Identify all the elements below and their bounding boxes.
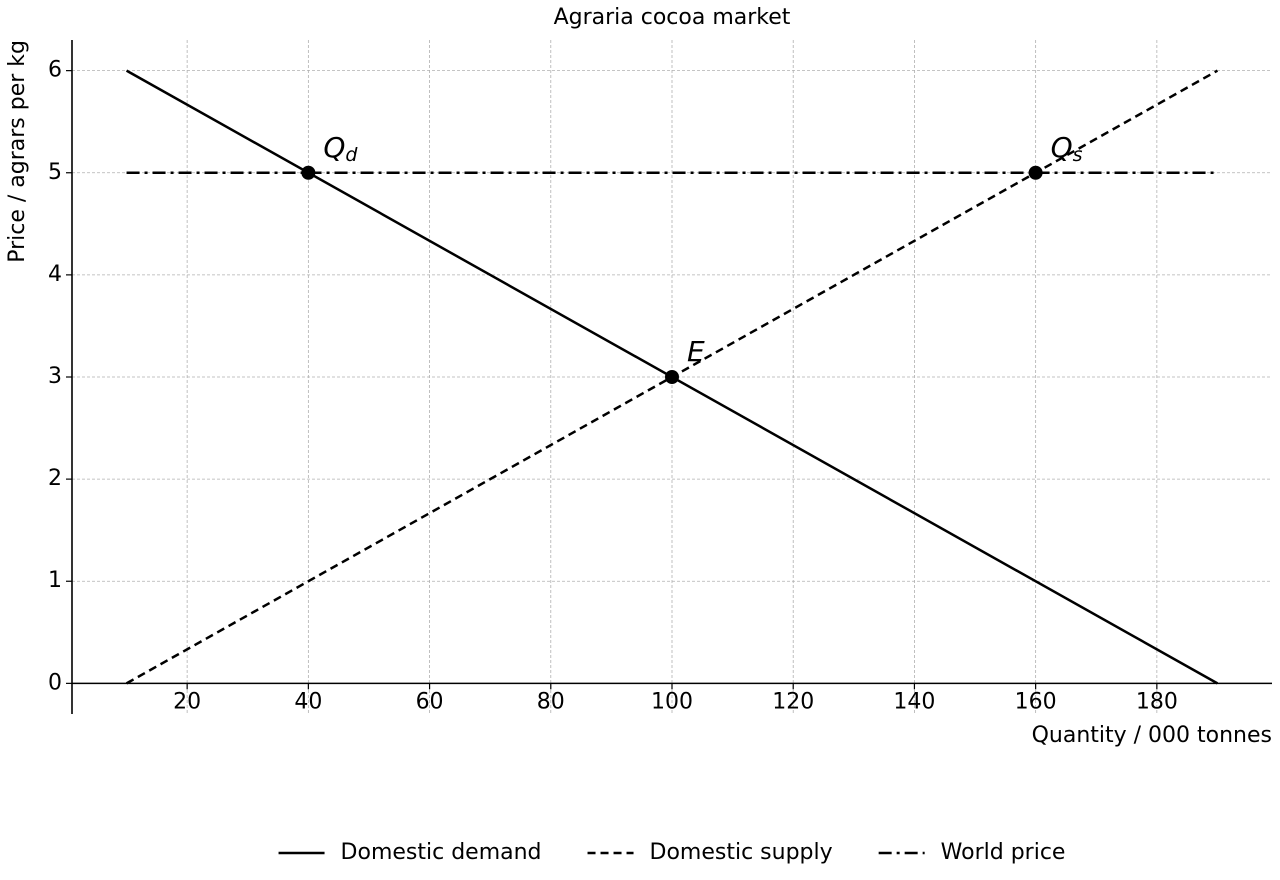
label-main: E <box>687 335 705 368</box>
legend: Domestic demand Domestic supply World pric… <box>278 840 1066 865</box>
label-sub: s <box>1073 143 1083 165</box>
x-tick-label: 120 <box>772 689 814 714</box>
x-tick-label: 100 <box>651 689 693 714</box>
point-marker <box>301 165 316 180</box>
y-tick-label: 2 <box>48 466 62 491</box>
x-tick-label: 140 <box>893 689 935 714</box>
y-tick-label: 0 <box>48 670 62 695</box>
chart-title: Agraria cocoa market <box>554 5 791 30</box>
x-tick-label: 160 <box>1015 689 1057 714</box>
y-tick-label: 6 <box>48 58 62 83</box>
point-marker <box>665 370 679 384</box>
x-tick-label: 20 <box>173 689 201 714</box>
label-sub: d <box>345 143 358 165</box>
x-tick-label: 60 <box>416 689 444 714</box>
point-label: E <box>687 335 705 368</box>
y-tick-label: 4 <box>48 262 62 287</box>
y-tick-label: 5 <box>48 160 62 185</box>
y-axis-label: Price / agrars per kg <box>5 40 30 263</box>
x-tick-label: 40 <box>294 689 322 714</box>
x-axis-label: Quantity / 000 tonnes <box>1032 723 1272 748</box>
y-tick-label: 3 <box>48 364 62 389</box>
legend-label: Domestic demand <box>341 840 542 865</box>
label-main: Q <box>323 131 345 164</box>
x-tick-label: 80 <box>537 689 565 714</box>
point-label: Qd <box>323 131 358 166</box>
point-label: Qs <box>1051 131 1083 166</box>
legend-label: Domestic supply <box>650 840 833 865</box>
y-tick-label: 1 <box>48 568 62 593</box>
point-marker <box>1028 165 1043 180</box>
legend-label: World price <box>941 840 1066 865</box>
label-main: Q <box>1051 131 1073 164</box>
x-tick-label: 180 <box>1136 689 1178 714</box>
